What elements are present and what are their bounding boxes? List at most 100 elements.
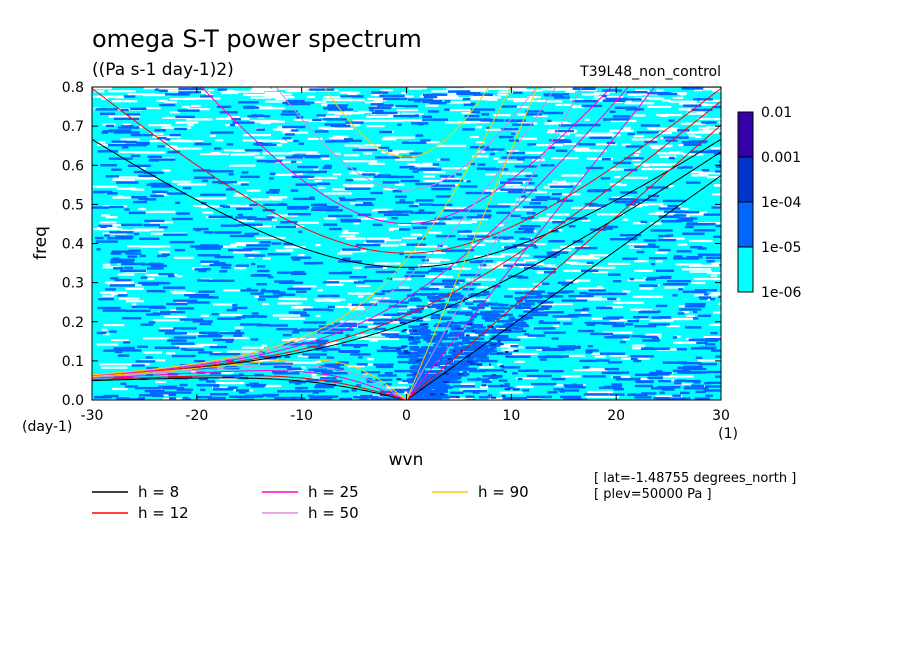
heatmap-cell — [462, 333, 489, 336]
heatmap-cell — [312, 118, 322, 122]
heatmap-cell — [718, 302, 721, 305]
heatmap-cell — [105, 216, 118, 219]
heatmap-cell — [641, 168, 672, 171]
heatmap-cell — [603, 331, 633, 334]
heatmap-cell — [334, 322, 357, 325]
heatmap-cell — [648, 212, 677, 215]
heatmap-cell — [328, 108, 354, 111]
heatmap-cell — [291, 170, 313, 174]
heatmap-cell — [613, 115, 630, 118]
heatmap-cell — [146, 289, 161, 293]
heatmap-cell — [589, 143, 617, 146]
heatmap-cell — [441, 249, 456, 253]
heatmap-cell — [549, 146, 555, 149]
heatmap-cell — [194, 176, 215, 179]
heatmap-cell — [627, 242, 648, 246]
heatmap-cell — [689, 270, 713, 273]
heatmap-cell — [518, 227, 535, 231]
legend-label: h = 12 — [138, 504, 189, 522]
heatmap-cell — [282, 131, 309, 134]
heatmap-cell — [597, 286, 603, 289]
heatmap-cell — [182, 105, 190, 108]
heatmap-cell — [149, 306, 167, 309]
heatmap-cell — [210, 152, 221, 155]
heatmap-cell — [288, 311, 306, 314]
heatmap-cell — [484, 317, 499, 320]
heatmap-cell — [161, 169, 171, 172]
heatmap-cell — [640, 124, 660, 127]
heatmap-cell — [500, 135, 505, 139]
heatmap-cell — [151, 185, 173, 188]
heatmap-cell — [421, 162, 433, 165]
heatmap-cell — [366, 125, 385, 128]
heatmap-cell — [624, 168, 638, 172]
heatmap-cell — [441, 384, 450, 387]
heatmap-cell — [499, 391, 523, 394]
heatmap-cell — [514, 349, 519, 352]
heatmap-cell — [447, 358, 453, 360]
heatmap-cell — [673, 257, 699, 260]
heatmap-cell — [693, 381, 701, 384]
heatmap-cell — [195, 245, 212, 248]
heatmap-cell — [538, 216, 549, 219]
heatmap-cell — [512, 123, 534, 126]
heatmap-cell — [154, 129, 166, 132]
heatmap-cell — [713, 235, 721, 238]
heatmap-cell — [230, 123, 235, 127]
heatmap-cell — [575, 134, 597, 137]
heatmap-cell — [195, 247, 222, 250]
heatmap-cell — [447, 365, 461, 369]
heatmap-cell — [197, 279, 210, 282]
heatmap-cell — [712, 105, 721, 109]
heatmap-cell — [442, 267, 472, 270]
heatmap-cell — [391, 313, 401, 316]
heatmap-cell — [177, 139, 185, 142]
heatmap-cell — [554, 140, 572, 143]
heatmap-cell — [337, 99, 366, 102]
heatmap-cell — [298, 173, 303, 176]
heatmap-cell — [541, 88, 572, 91]
heatmap-cell — [498, 345, 511, 348]
dispersion-curve — [323, 87, 490, 158]
heatmap-cell — [434, 388, 448, 391]
heatmap-cell — [677, 371, 697, 374]
heatmap-cell — [355, 243, 381, 247]
heatmap-cell — [632, 295, 663, 298]
heatmap-cell — [463, 390, 488, 393]
heatmap-cell — [539, 301, 554, 304]
heatmap-cell — [269, 189, 281, 192]
heatmap-cell — [332, 188, 348, 191]
heatmap-cell — [165, 138, 171, 141]
heatmap-cell — [388, 227, 400, 230]
heatmap-cell — [268, 214, 299, 217]
heatmap-cell — [345, 334, 350, 337]
heatmap-cell — [309, 88, 335, 91]
heatmap-cell — [655, 395, 683, 398]
heatmap-cell — [693, 317, 699, 320]
heatmap-cell — [500, 181, 523, 184]
heatmap-cell — [419, 203, 433, 206]
heatmap-cell — [125, 252, 142, 255]
heatmap-cell — [677, 166, 684, 169]
heatmap-cell — [133, 232, 140, 236]
heatmap-cell — [220, 313, 243, 317]
heatmap-cell — [549, 185, 574, 188]
heatmap-cell — [477, 356, 489, 359]
dispersion-curve — [92, 364, 407, 400]
heatmap-cell — [645, 203, 664, 206]
heatmap-cell — [181, 332, 202, 335]
heatmap-cell — [113, 131, 140, 134]
heatmap-cell — [498, 203, 519, 206]
heatmap-cell — [199, 322, 212, 326]
heatmap-cell — [718, 295, 721, 298]
heatmap-cell — [113, 117, 140, 120]
heatmap-cell — [450, 297, 467, 300]
x-tick-label: -30 — [81, 408, 104, 424]
heatmap-cell — [419, 95, 425, 98]
heatmap-cell — [194, 360, 206, 363]
heatmap-cell — [596, 306, 613, 310]
heatmap-cell — [712, 89, 721, 92]
heatmap-cell — [672, 369, 691, 372]
heatmap-cell — [149, 132, 164, 135]
heatmap-cell — [705, 87, 721, 91]
